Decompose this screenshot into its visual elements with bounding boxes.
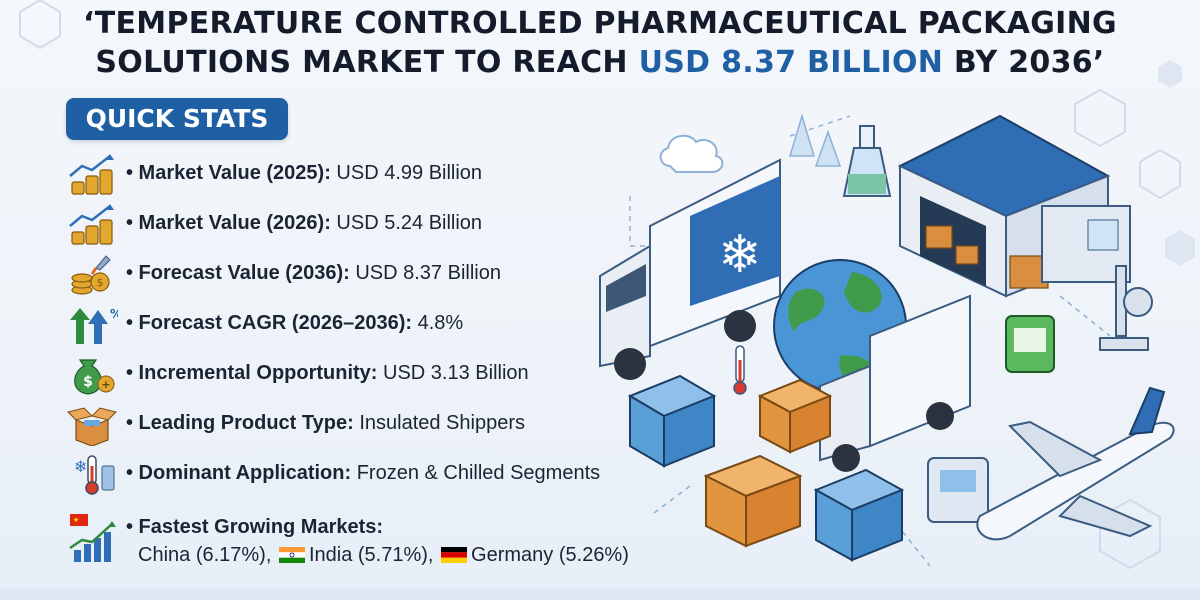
title-highlight: USD 8.37 BILLION: [638, 45, 944, 80]
rocket-coins-icon: $: [71, 255, 111, 295]
india-flag-icon: [278, 547, 305, 563]
stat-text: • Market Value (2026): USD 5.24 Billion: [126, 212, 482, 235]
refrigerated-truck: ❄: [599, 158, 781, 380]
money-bag-icon: $ +: [74, 359, 115, 395]
quick-stats-badge: QUICK STATS: [66, 98, 288, 140]
cloud-icon: [659, 134, 724, 173]
stat-label: • Forecast Value (2036):: [126, 262, 350, 284]
svg-text:$: $: [97, 276, 104, 289]
tree-icon: [788, 113, 842, 167]
stat-label: • Fastest Growing Markets:: [126, 516, 384, 538]
growth-arrows-icon: %: [70, 307, 118, 344]
market-india: India (5.71%),: [308, 544, 434, 566]
microscope-icon: [1099, 265, 1153, 351]
svg-text:❄: ❄: [718, 225, 762, 285]
svg-text:+: +: [101, 378, 110, 391]
thermometer-icon: [733, 345, 747, 395]
stat-text: • Leading Product Type: Insulated Shippe…: [126, 412, 525, 435]
stat-label: • Market Value (2025):: [126, 162, 331, 184]
fastest-markets-list: China (6.17%), India (5.71%), Germany (5…: [138, 544, 629, 567]
stat-row: • Market Value (2026): USD 5.24 Billion: [66, 202, 666, 246]
stat-row: $ • Forecast Value (2036): USD 8.37 Bill…: [66, 252, 666, 296]
delivery-truck: [819, 294, 971, 472]
svg-text:%: %: [110, 307, 118, 321]
warning-box-orange: [757, 378, 833, 454]
fastest-markets-label: • Fastest Growing Markets:: [126, 516, 383, 539]
stat-label: • Dominant Application:: [126, 462, 352, 484]
stat-value: Frozen & Chilled Segments: [351, 462, 601, 484]
stat-text: • Dominant Application: Frozen & Chilled…: [126, 462, 600, 485]
open-box-icon: [67, 407, 117, 446]
title-line-2-end: BY 2036’: [943, 45, 1105, 80]
germany-flag-icon: [441, 547, 468, 563]
rising-coins-icon: [69, 204, 114, 245]
insulated-box-blue: [627, 374, 717, 468]
market-china: China (6.17%),: [138, 544, 272, 566]
svg-text:★: ★: [73, 516, 79, 524]
insulated-box-snowflake: [813, 468, 905, 562]
page-title: ‘TEMPERATURE CONTROLLED PHARMACEUTICAL P…: [0, 4, 1200, 82]
stat-value: USD 8.37 Billion: [349, 262, 501, 284]
title-line-2: SOLUTIONS MARKET TO REACH USD 8.37 BILLI…: [0, 43, 1200, 82]
stat-label: • Incremental Opportunity:: [126, 362, 378, 384]
stat-value: USD 4.99 Billion: [330, 162, 483, 184]
title-line-1: ‘TEMPERATURE CONTROLLED PHARMACEUTICAL P…: [83, 6, 1117, 41]
stat-value: Insulated Shippers: [353, 412, 525, 434]
stat-row: • Leading Product Type: Insulated Shippe…: [66, 402, 666, 446]
stat-row: ❄ • Dominant Application: Frozen & Chill…: [66, 452, 666, 496]
growth-chart-flag-icon: ★: [69, 514, 116, 562]
flask-icon: [842, 125, 892, 197]
stat-row: % • Forecast CAGR (2026–2036): 4.8%: [66, 302, 666, 346]
cold-chain-logistics-illustration: ❄: [599, 113, 1175, 567]
shipping-box-orange: [703, 454, 803, 548]
stat-text: • Forecast CAGR (2026–2036): 4.8%: [126, 312, 463, 335]
stat-value: USD 3.13 Billion: [377, 362, 529, 384]
stat-row: $ + • Incremental Opportunity: USD 3.13 …: [66, 352, 666, 396]
stat-label: • Market Value (2026):: [126, 212, 331, 234]
thermometer-snowflake-icon: ❄: [74, 455, 115, 495]
monitoring-device: [1005, 315, 1055, 373]
stat-value: 4.8%: [412, 312, 464, 334]
stat-label: • Forecast CAGR (2026–2036):: [126, 312, 413, 334]
stat-text: • Market Value (2025): USD 4.99 Billion: [126, 162, 482, 185]
svg-text:❄: ❄: [74, 457, 87, 476]
stat-value: USD 5.24 Billion: [330, 212, 483, 234]
svg-text:$: $: [83, 374, 93, 390]
stat-text: • Forecast Value (2036): USD 8.37 Billio…: [126, 262, 501, 285]
title-line-2-start: SOLUTIONS MARKET TO REACH: [95, 45, 639, 80]
portable-cooler: [927, 457, 989, 523]
stat-row-fastest-markets: ★ • Fastest Growing Markets: China (6.17…: [66, 512, 666, 576]
stat-text: • Incremental Opportunity: USD 3.13 Bill…: [126, 362, 529, 385]
stat-row: • Market Value (2025): USD 4.99 Billion: [66, 152, 666, 196]
rising-coins-icon: [69, 154, 114, 195]
airplane-icon: [976, 386, 1175, 541]
warehouse: [897, 114, 1131, 298]
stat-label: • Leading Product Type:: [126, 412, 354, 434]
market-germany: Germany (5.26%): [471, 544, 629, 566]
